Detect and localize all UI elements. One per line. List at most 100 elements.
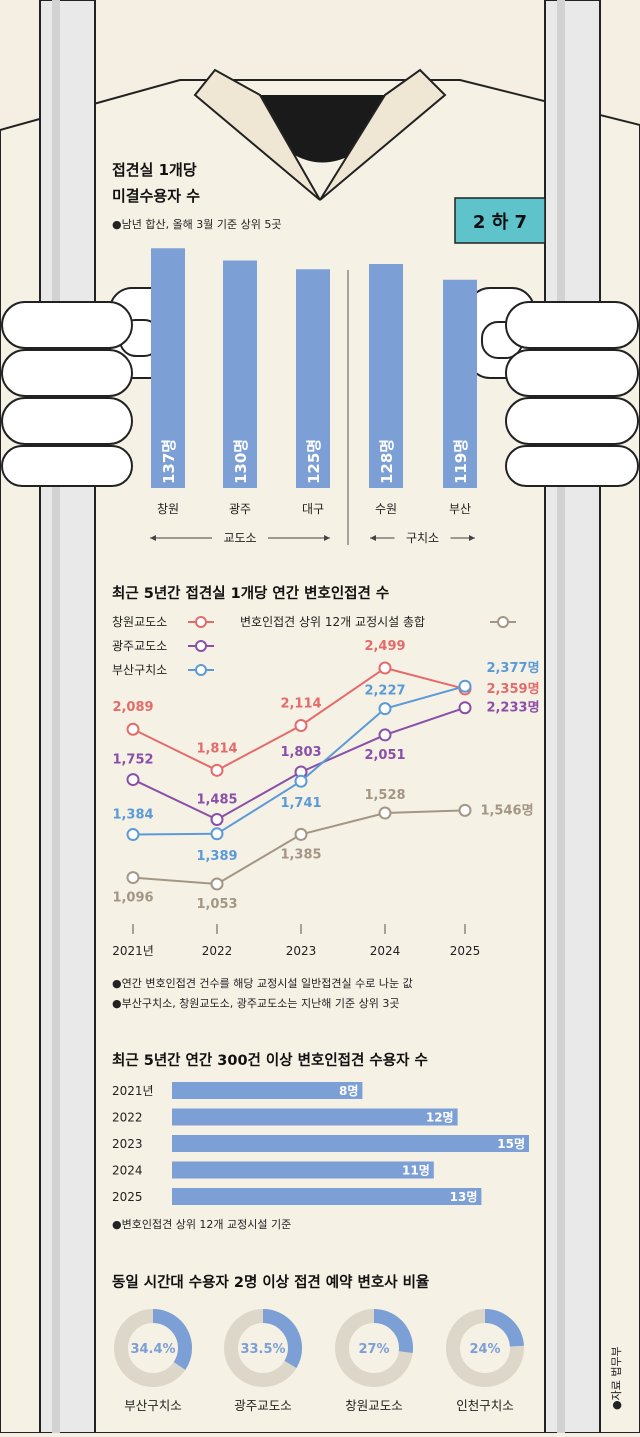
chart-1-title-line-2: 미결수용자 수 bbox=[112, 187, 200, 205]
chart-1-category-1: 광주 bbox=[229, 502, 251, 516]
chart-2-point-1-1 bbox=[210, 812, 224, 826]
chart-2-point-0-0 bbox=[126, 722, 140, 736]
chart-1-group-arrowhead-right-1 bbox=[469, 535, 475, 541]
chart-1-bar-value-0: 137명 bbox=[160, 439, 178, 484]
chart-2-point-label-0-1: 1,814 bbox=[196, 741, 237, 756]
chart-1-bar-0 bbox=[151, 248, 185, 488]
chart-3-bar-value-0: 8명 bbox=[339, 1084, 358, 1098]
chart-4-donut-value-3: 24% bbox=[469, 1342, 500, 1357]
chart-4-donut-slice-1 bbox=[224, 1309, 302, 1387]
chart-1-note: ●남년 합산, 올해 3월 기준 상위 5곳 bbox=[112, 217, 282, 231]
chart-2-point-label-2-2: 1,741 bbox=[280, 796, 321, 811]
chart-2-point-label-1-3: 2,051 bbox=[364, 748, 405, 763]
badge: 2 하 7 bbox=[454, 197, 546, 244]
chart-1-waiting-inmates-per-room: 접견실 1개당 미결수용자 수 ●남년 합산, 올해 3월 기준 상위 5곳 1… bbox=[112, 161, 477, 545]
chart-2-note-1: ●연간 변호인접견 건수를 해당 교정시설 일반접견실 수로 나눈 값 bbox=[112, 976, 413, 990]
chart-4-category-2: 창원교도소 bbox=[345, 1398, 403, 1413]
chart-1-group-label-1: 구치소 bbox=[406, 531, 439, 545]
chart-2-point-2-0 bbox=[126, 828, 140, 842]
chart-1-groups: 교도소 구치소 bbox=[150, 531, 475, 545]
chart-3-note: ●변호인접견 상위 12개 교정시설 기준 bbox=[112, 1218, 291, 1231]
chart-2-x-axis: 2021년 2022 2023 2024 2025 bbox=[112, 924, 480, 958]
chart-2-point-2-2 bbox=[294, 774, 308, 788]
chart-4-donut-slice-0 bbox=[114, 1309, 192, 1387]
chart-2-point-label-2-0: 1,384 bbox=[112, 808, 153, 823]
chart-2-point-label-1-0: 1,752 bbox=[112, 753, 153, 768]
badge-label: 2 하 7 bbox=[473, 212, 527, 233]
chart-4-donut-value-0: 34.4% bbox=[130, 1342, 175, 1357]
chart-2-point-label-3-3: 1,528 bbox=[364, 788, 405, 803]
chart-2-legend-label-3: 변호인접견 상위 12개 교정시설 총합 bbox=[240, 615, 425, 629]
chart-1-category-2: 대구 bbox=[302, 502, 324, 516]
chart-3-bar-value-3: 11명 bbox=[402, 1164, 430, 1178]
chart-2-plot: 2,089 1,814 2,114 2,499 2,359명 1,752 1,485 1,80… bbox=[112, 639, 539, 912]
chart-2-point-label-3-1: 1,053 bbox=[196, 897, 237, 912]
chart-3-bar-2 bbox=[172, 1135, 529, 1152]
chart-4-category-1: 광주교도소 bbox=[234, 1398, 292, 1413]
chart-2-point-3-2 bbox=[294, 827, 308, 841]
chart-2-legend-label-1: 광주교도소 bbox=[112, 639, 167, 653]
chart-4-donut-slice-2 bbox=[335, 1309, 413, 1387]
chart-2-point-label-1-1: 1,485 bbox=[196, 792, 237, 807]
chart-1-bar-value-3: 128명 bbox=[378, 439, 396, 484]
prison-bars bbox=[39, 0, 601, 1434]
chart-3-category-2: 2023 bbox=[112, 1137, 143, 1151]
chart-3-bars: 2021년 8명 2022 12명 2023 15명 2024 11명 2025 13명 bbox=[112, 1082, 529, 1205]
chart-2-x-label-2: 2023 bbox=[286, 944, 317, 958]
chart-1-bar-value-4: 119명 bbox=[452, 439, 470, 484]
chart-1-bar-4 bbox=[443, 279, 477, 488]
chart-2-point-label-3-0: 1,096 bbox=[112, 891, 153, 906]
chart-2-point-3-3 bbox=[378, 806, 392, 820]
chart-3-category-0: 2021년 bbox=[112, 1084, 154, 1098]
chart-1-group-arrowhead-right-0 bbox=[324, 535, 330, 541]
chart-2-point-label-3-2: 1,385 bbox=[280, 847, 321, 862]
chart-4-category-0: 부산구치소 bbox=[124, 1398, 182, 1413]
source-note: ●자료 법무부 bbox=[610, 1346, 623, 1410]
chart-4-title: 동일 시간대 수용자 2명 이상 접견 예약 변호사 비율 bbox=[112, 1273, 429, 1291]
right-collar bbox=[319, 68, 447, 201]
chart-2-legend-label-0: 창원교도소 bbox=[112, 615, 167, 629]
chart-3-title: 최근 5년간 연간 300건 이상 변호인접견 수용자 수 bbox=[112, 1051, 428, 1069]
chart-4-donut-slice-3 bbox=[446, 1309, 524, 1387]
chart-2-point-3-1 bbox=[210, 877, 224, 891]
chart-3-bar-4 bbox=[172, 1188, 482, 1205]
chart-3-bar-value-4: 13명 bbox=[450, 1190, 478, 1204]
chart-2-point-1-0 bbox=[126, 773, 140, 787]
chart-1-bar-3 bbox=[369, 264, 403, 488]
chart-4-donuts: 34.4% 부산구치소 33.5% 광주교도소 27% 창원교도소 24% 인천구치소 bbox=[114, 1309, 524, 1413]
chart-2-legend-marker-0 bbox=[195, 616, 207, 628]
chart-2-point-2-1 bbox=[210, 827, 224, 841]
chart-4-lawyer-ratio: 동일 시간대 수용자 2명 이상 접견 예약 변호사 비율 34.4% 부산구치소… bbox=[112, 1273, 524, 1413]
chart-3-bar-0 bbox=[172, 1082, 363, 1099]
chart-4-donut-value-1: 33.5% bbox=[240, 1342, 285, 1357]
chart-2-lawyer-visits: 최근 5년간 접견실 1개당 연간 변호인접견 수 창원교도소광주교도소부산구치… bbox=[112, 584, 540, 1010]
chart-2-point-0-1 bbox=[210, 763, 224, 777]
chart-1-group-arrowhead-left-0 bbox=[150, 535, 156, 541]
chart-2-point-0-3 bbox=[378, 661, 392, 675]
chart-3-heavy-visit-inmates: 최근 5년간 연간 300건 이상 변호인접견 수용자 수 2021년 8명 202… bbox=[112, 1051, 529, 1231]
left-hand bbox=[1, 287, 177, 487]
chart-2-title: 최근 5년간 접견실 1개당 연간 변호인접견 수 bbox=[112, 584, 389, 602]
chart-2-point-2-3 bbox=[378, 702, 392, 716]
chart-2-point-label-1-2: 1,803 bbox=[280, 745, 321, 760]
chart-2-legend-marker-1 bbox=[195, 640, 207, 652]
chart-2-x-label-0: 2021년 bbox=[112, 944, 154, 958]
chart-2-point-label-0-2: 2,114 bbox=[280, 697, 321, 712]
chart-1-group-label-0: 교도소 bbox=[223, 531, 256, 545]
chart-2-point-label-3-4: 1,546명 bbox=[480, 802, 533, 818]
chart-2-x-label-4: 2025 bbox=[450, 944, 481, 958]
chart-2-point-1-3 bbox=[378, 728, 392, 742]
chart-2-legend-label-2: 부산구치소 bbox=[112, 663, 167, 677]
chart-1-category-3: 수원 bbox=[375, 502, 397, 516]
chart-2-point-3-0 bbox=[126, 871, 140, 885]
chart-1-bar-value-1: 130명 bbox=[232, 439, 250, 484]
chart-1-bar-value-2: 125명 bbox=[305, 439, 323, 484]
chart-2-x-label-3: 2024 bbox=[370, 944, 401, 958]
chart-3-bar-value-1: 12명 bbox=[426, 1111, 454, 1125]
chart-2-x-label-1: 2022 bbox=[202, 944, 233, 958]
chart-2-point-label-2-1: 1,389 bbox=[196, 849, 237, 864]
chart-1-group-arrowhead-left-1 bbox=[370, 535, 376, 541]
